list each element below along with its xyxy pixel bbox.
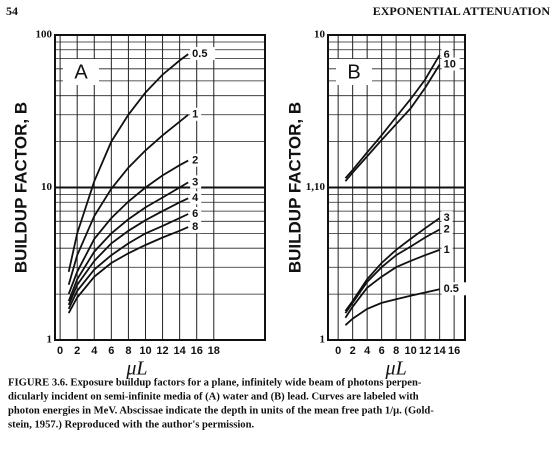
x-tick-label: 16 — [448, 345, 460, 357]
panel-label: B — [347, 61, 360, 83]
curve-label: 6 — [192, 208, 198, 220]
curve-label-bg — [441, 242, 453, 256]
curve-label-bg — [190, 220, 202, 234]
x-tick-label: 8 — [393, 345, 399, 357]
curve — [67, 197, 189, 306]
x-tick-label: 2 — [74, 345, 80, 357]
y-tick-label: 1 — [47, 334, 53, 346]
curve-label-bg — [190, 207, 202, 221]
curve-label-bg — [441, 222, 453, 236]
curve-label: 4 — [192, 192, 199, 204]
plot-frame — [327, 34, 466, 341]
x-tick-label: 0 — [57, 345, 63, 357]
curve — [67, 53, 189, 272]
x-tick-label: 14 — [174, 345, 187, 357]
curve-label-bg — [190, 47, 216, 61]
curve-label: 1 — [192, 109, 198, 121]
y-axis-label: BUILDUP FACTOR, B — [11, 102, 30, 273]
y-tick-label: 1 — [320, 334, 326, 346]
x-tick-label: 4 — [364, 345, 371, 357]
curve — [344, 288, 440, 326]
curve-label: 1 — [444, 244, 450, 256]
x-axis-label: μL — [385, 358, 407, 380]
caption-line: photon energies in MeV. Abscissae indica… — [8, 405, 434, 416]
curve-label-bg — [190, 175, 202, 189]
y-tick-label: 100 — [36, 29, 53, 41]
page-number: 54 — [6, 4, 18, 18]
x-tick-label: 10 — [405, 345, 417, 357]
y-tick-label: 10 — [314, 29, 326, 41]
curve-label: 6 — [444, 49, 450, 61]
y-axis-label: BUILDUP FACTOR, B — [285, 102, 304, 273]
caption-line: stein, 1957.) Reproduced with the author… — [8, 419, 254, 430]
plot-frame — [54, 34, 266, 341]
curve-label: 3 — [192, 176, 198, 188]
x-tick-label: 12 — [156, 345, 168, 357]
x-tick-label: 10 — [139, 345, 151, 357]
curve-label-bg — [190, 191, 202, 205]
x-tick-label: 18 — [208, 345, 220, 357]
x-tick-label: 0 — [335, 345, 341, 357]
y-tick-label: 1,10 — [306, 181, 326, 193]
curve — [67, 181, 189, 302]
y-tick-label: 10 — [41, 181, 53, 193]
x-tick-label: 6 — [108, 345, 114, 357]
caption-line: dicularly incident on semi-infinite medi… — [8, 391, 419, 402]
x-axis-label: μL — [125, 358, 147, 380]
curve-label-bg — [441, 211, 453, 225]
x-tick-label: 6 — [379, 345, 385, 357]
curve — [344, 249, 440, 319]
curve — [67, 226, 189, 314]
curve-label-bg — [441, 47, 453, 61]
curve — [344, 64, 441, 182]
x-tick-label: 4 — [91, 345, 98, 357]
curve-label-bg — [190, 107, 202, 121]
curve-label-bg — [441, 282, 467, 296]
curve-label-bg — [190, 153, 202, 167]
curve-label: 8 — [192, 221, 198, 233]
curve-label: 3 — [444, 212, 450, 224]
panel-box — [63, 59, 99, 85]
curve-label: 2 — [192, 155, 198, 167]
curve — [67, 213, 189, 310]
caption-line: FIGURE 3.6. Exposure buildup factors for… — [8, 377, 422, 388]
running-title: EXPONENTIAL ATTENUATION — [373, 4, 551, 18]
curve — [344, 54, 441, 179]
curve-label: 2 — [444, 223, 450, 235]
curve — [344, 217, 441, 312]
x-tick-label: 12 — [419, 345, 431, 357]
curve — [67, 114, 189, 286]
curve — [67, 159, 189, 295]
curve-label: 0.5 — [192, 48, 207, 60]
curve-label: 10 — [444, 58, 456, 70]
curve-label: 0.5 — [444, 283, 459, 295]
panel-box — [336, 59, 372, 85]
curve — [344, 228, 441, 314]
curve-label-bg — [441, 57, 460, 71]
x-tick-label: 8 — [125, 345, 131, 357]
x-tick-label: 14 — [434, 345, 447, 357]
x-tick-label: 2 — [350, 345, 356, 357]
panel-label: A — [74, 61, 88, 83]
x-tick-label: 16 — [191, 345, 203, 357]
